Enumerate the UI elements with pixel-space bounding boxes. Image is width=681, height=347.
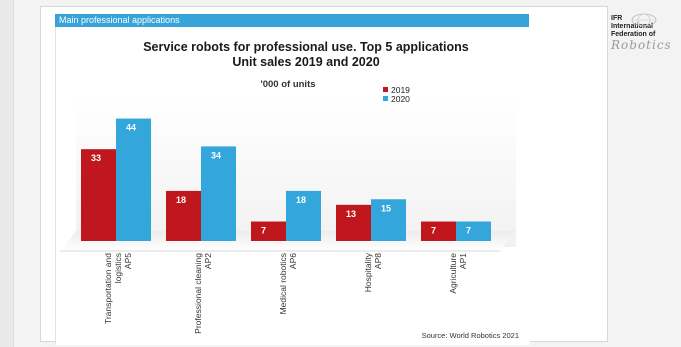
legend-label-2020: 2020 [391,94,410,104]
globe-icon [631,13,657,27]
bar-2019-2 [251,221,286,241]
chart-subtitle: Unit sales 2019 and 2020 [232,55,379,69]
bar-2020-3 [371,199,406,241]
panel-header: Main professional applications [55,14,529,27]
unit-label: '000 of units [260,79,315,90]
data-label-2019-0: 33 [91,153,101,163]
legend-swatch-2020 [383,96,388,101]
bars-group: 33 44 18 34 7 18 13 15 7 7 [81,118,491,241]
logo-script-robotics: Robotics [611,38,672,52]
bar-2019-3 [336,204,371,241]
legend-label-2019: 2019 [391,85,410,95]
category-label-2: Medical roboticsAP6 [278,253,298,315]
category-label-1: Professional cleaningAP2 [193,253,213,334]
data-label-2019-2: 7 [261,226,266,236]
bar-2019-4 [421,221,456,241]
data-label-2019-3: 13 [346,209,356,219]
legend-swatch-2019 [383,87,388,92]
ifr-logo: IFR International Federation of Robotics [611,13,679,75]
category-label-4: AgricultureAP1 [448,253,468,294]
chart-title: Service robots for professional use. Top… [143,40,469,54]
data-label-2019-4: 7 [431,226,436,236]
data-label-2019-1: 18 [176,195,186,205]
category-label-3: HospitalityAP8 [363,252,383,292]
source-note: Source: World Robotics 2021 [422,331,519,340]
bar-2020-0 [116,118,151,241]
logo-line-international: International [611,23,654,30]
left-margin-rule [0,0,14,347]
bar-2020-1 [201,146,236,241]
category-label-0: Transportation andlogisticsAP5 [103,253,133,324]
data-label-2020-1: 34 [211,150,221,160]
data-label-2020-4: 7 [466,226,471,236]
bar-chart: Service robots for professional use. Top… [60,40,519,340]
bar-2019-1 [166,190,201,241]
data-label-2020-0: 44 [126,123,136,133]
logo-line-ifr: IFR [611,15,623,22]
data-label-2020-2: 18 [296,195,306,205]
chart-panel: Service robots for professional use. Top… [55,27,530,345]
bar-2020-4 [456,221,491,241]
data-label-2020-3: 15 [381,203,391,213]
panel-header-label: Main professional applications [59,15,180,25]
bar-2019-0 [81,149,116,241]
category-labels: Transportation andlogisticsAP5 Profession… [103,252,468,334]
bar-2020-2 [286,190,321,241]
logo-line-federation: Federation of [611,31,656,38]
